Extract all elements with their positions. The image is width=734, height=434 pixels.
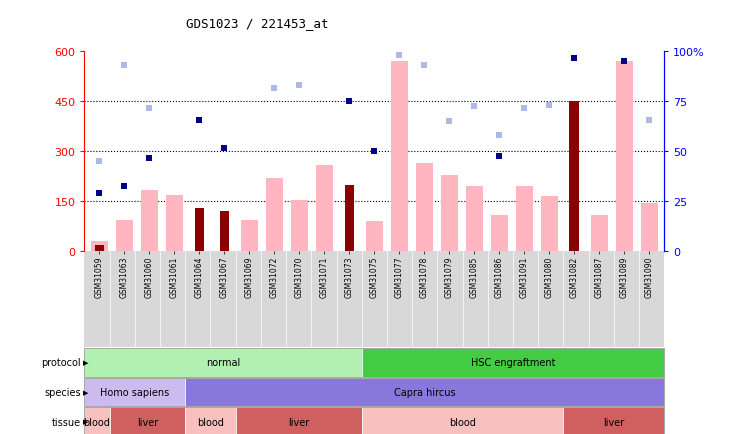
Bar (95, 245, 104, 252)
Bar (91, 242, 108, 252)
Bar (141, 190, 158, 252)
Text: blood: blood (84, 417, 110, 427)
Text: liver: liver (137, 417, 158, 427)
Bar (570, 102, 579, 252)
Bar (195, 208, 204, 252)
Bar (344, 185, 355, 252)
Bar (390, 62, 408, 252)
Text: ▶: ▶ (83, 419, 88, 424)
Bar (490, 215, 508, 252)
Bar (465, 187, 483, 252)
Bar (241, 220, 258, 252)
Text: normal: normal (206, 358, 240, 368)
Text: protocol: protocol (41, 358, 81, 368)
Text: species: species (44, 387, 81, 397)
Bar (266, 178, 283, 252)
Text: ▶: ▶ (83, 389, 88, 395)
Bar (166, 195, 184, 252)
Bar (616, 62, 633, 252)
Bar (366, 222, 383, 252)
Bar (415, 164, 433, 252)
Text: blood: blood (449, 417, 476, 427)
Text: ▶: ▶ (83, 360, 88, 365)
Bar (515, 187, 533, 252)
Text: liver: liver (288, 417, 309, 427)
Bar (540, 197, 558, 252)
Text: blood: blood (197, 417, 224, 427)
Bar (316, 165, 333, 252)
Bar (116, 220, 133, 252)
Text: tissue: tissue (51, 417, 81, 427)
Bar (591, 215, 608, 252)
Text: GDS1023 / 221453_at: GDS1023 / 221453_at (186, 17, 328, 30)
Bar (641, 204, 658, 252)
Text: HSC engraftment: HSC engraftment (470, 358, 555, 368)
Bar (219, 212, 229, 252)
Text: liver: liver (603, 417, 625, 427)
Text: Capra hircus: Capra hircus (394, 387, 456, 397)
Text: Homo sapiens: Homo sapiens (101, 387, 170, 397)
Bar (291, 200, 308, 252)
Bar (440, 175, 458, 252)
